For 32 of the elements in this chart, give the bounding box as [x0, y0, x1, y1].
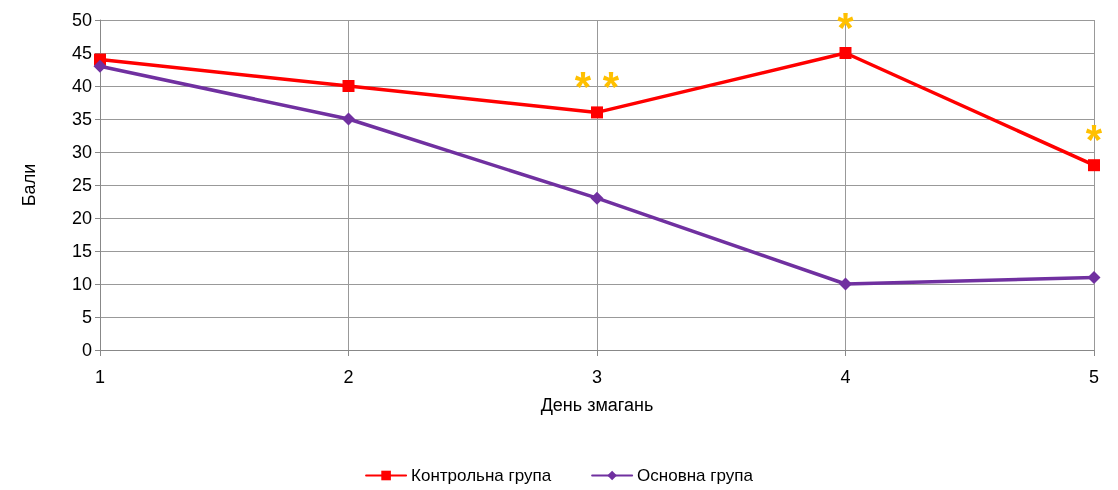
x-tick-label: 2: [343, 367, 354, 387]
legend-label: Основна група: [637, 466, 754, 485]
x-tick-label: 1: [94, 367, 106, 387]
point: [590, 191, 604, 205]
y-tick-label: 40: [71, 76, 92, 96]
y-tick-label: 20: [71, 208, 92, 228]
annotation: * *: [574, 63, 620, 111]
y-tick-label: 35: [71, 109, 92, 129]
y-tick-label: 0: [81, 340, 92, 360]
y-tick-label: 50: [71, 10, 92, 30]
point: [839, 47, 852, 59]
x-tick-label: 5: [1088, 367, 1100, 387]
annotation: *: [1085, 116, 1103, 164]
y-tick-label: 25: [71, 175, 92, 195]
y-tick-label: 30: [71, 142, 92, 162]
y-axis-title: Бали: [19, 163, 39, 207]
y-tick-label: 5: [81, 307, 92, 327]
point: [342, 112, 355, 126]
y-tick-label: 10: [71, 274, 92, 294]
x-tick-label: 3: [591, 367, 603, 387]
point: [839, 277, 852, 291]
annotation: *: [837, 4, 855, 51]
point: [93, 59, 107, 73]
point: [1087, 270, 1101, 284]
x-tick-label: 4: [840, 367, 851, 387]
y-tick-label: 45: [71, 43, 92, 63]
legend-label: Контрольна група: [411, 466, 552, 485]
x-axis-title: День змагань: [540, 395, 654, 415]
y-tick-label: 15: [71, 241, 92, 261]
point: [591, 106, 603, 119]
point: [1088, 159, 1100, 172]
point: [342, 80, 355, 92]
